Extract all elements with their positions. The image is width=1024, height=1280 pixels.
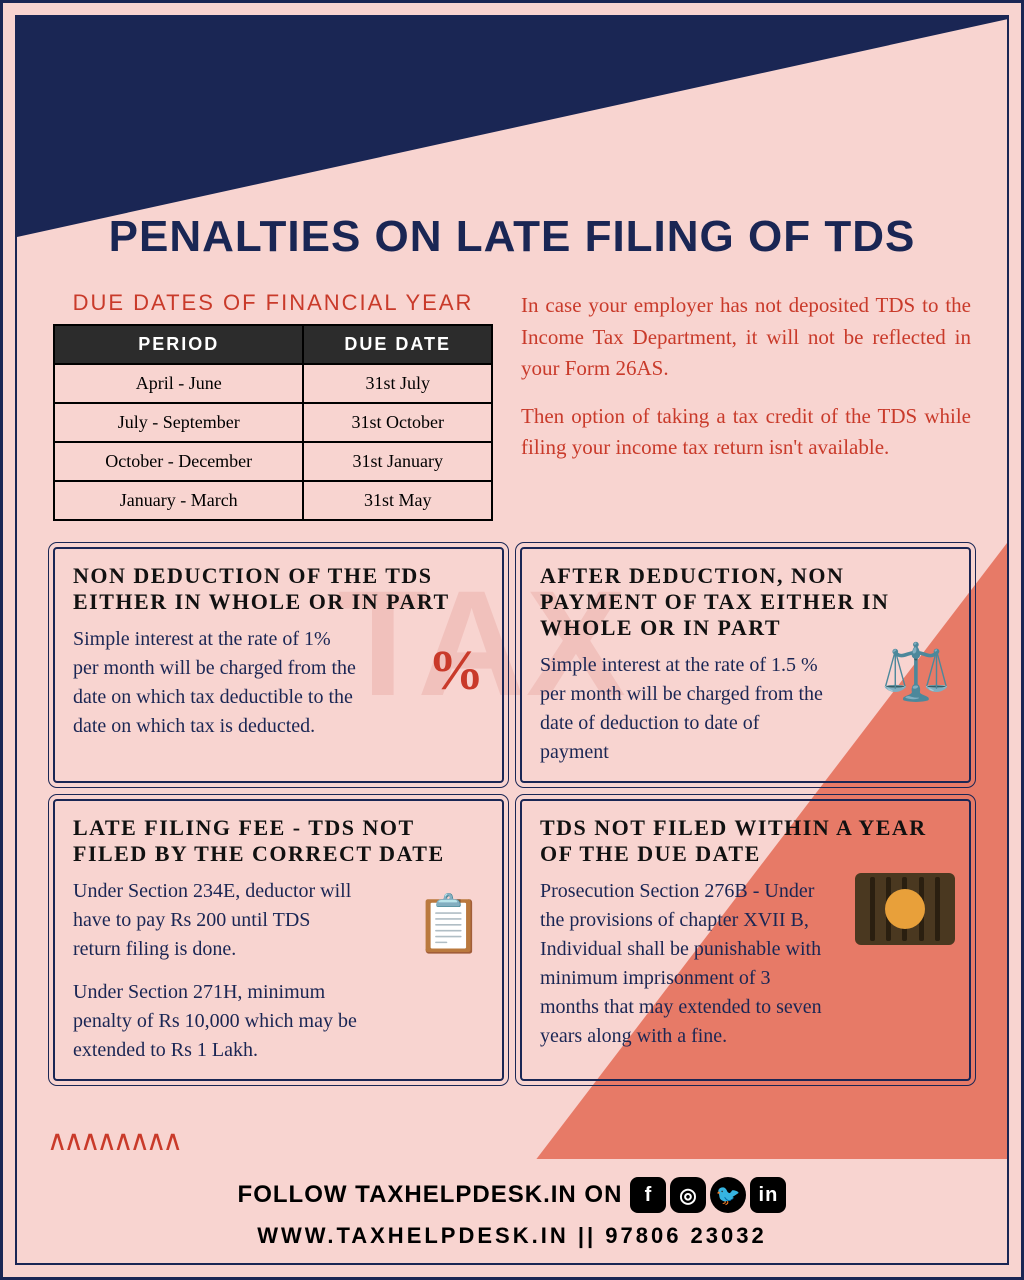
table-row: April - June31st July — [54, 364, 492, 403]
box-title: NON DEDUCTION OF THE TDS EITHER IN WHOLE… — [73, 563, 484, 615]
penalty-boxes: NON DEDUCTION OF THE TDS EITHER IN WHOLE… — [53, 547, 971, 1081]
table-row: January - March31st May — [54, 481, 492, 520]
gavel-icon: ⚖️ — [881, 639, 951, 705]
table-subtitle: DUE DATES OF FINANCIAL YEAR — [53, 290, 493, 316]
clipboard-icon: 📋 — [414, 891, 484, 957]
box-body: Prosecution Section 276B - Under the pro… — [540, 877, 828, 1051]
table-row: October - December31st January — [54, 442, 492, 481]
outer-frame: TAX PENALTIES ON LATE FILING OF TDS DUE … — [0, 0, 1024, 1280]
follow-line: FOLLOW TAXHELPDESK.IN ON f ◎ 🐦 in — [17, 1177, 1007, 1213]
top-row: DUE DATES OF FINANCIAL YEAR PERIOD DUE D… — [53, 290, 971, 521]
box-prosecution: TDS NOT FILED WITHIN A YEAR OF THE DUE D… — [520, 799, 971, 1081]
box-non-deduction: NON DEDUCTION OF THE TDS EITHER IN WHOLE… — [53, 547, 504, 783]
instagram-icon[interactable]: ◎ — [670, 1177, 706, 1213]
th-duedate: DUE DATE — [303, 325, 492, 364]
table-row: July - September31st October — [54, 403, 492, 442]
box-body: Under Section 234E, deductor will have t… — [73, 877, 361, 1065]
footer: FOLLOW TAXHELPDESK.IN ON f ◎ 🐦 in WWW.TA… — [17, 1159, 1007, 1263]
social-icons: f ◎ 🐦 in — [630, 1177, 786, 1213]
intro-text: In case your employer has not deposited … — [521, 290, 971, 521]
intro-p2: Then option of taking a tax credit of th… — [521, 401, 971, 464]
box-title: LATE FILING FEE - TDS NOT FILED BY THE C… — [73, 815, 484, 867]
due-dates-table: PERIOD DUE DATE April - June31st July Ju… — [53, 324, 493, 521]
main-title: PENALTIES ON LATE FILING OF TDS — [53, 212, 971, 262]
linkedin-icon[interactable]: in — [750, 1177, 786, 1213]
box-body: Simple interest at the rate of 1% per mo… — [73, 625, 361, 741]
box-title: TDS NOT FILED WITHIN A YEAR OF THE DUE D… — [540, 815, 951, 867]
jail-icon — [855, 873, 955, 945]
twitter-icon[interactable]: 🐦 — [710, 1177, 746, 1213]
box-title: AFTER DEDUCTION, NON PAYMENT OF TAX EITH… — [540, 563, 951, 641]
website-line: WWW.TAXHELPDESK.IN || 97806 23032 — [17, 1223, 1007, 1249]
box-body: Simple interest at the rate of 1.5 % per… — [540, 651, 828, 767]
percent-icon: % — [428, 639, 484, 703]
box-late-fee: LATE FILING FEE - TDS NOT FILED BY THE C… — [53, 799, 504, 1081]
table-section: DUE DATES OF FINANCIAL YEAR PERIOD DUE D… — [53, 290, 493, 521]
box-non-payment: AFTER DEDUCTION, NON PAYMENT OF TAX EITH… — [520, 547, 971, 783]
content-area: PENALTIES ON LATE FILING OF TDS DUE DATE… — [17, 17, 1007, 1081]
zigzag-decoration: ∧∧∧∧∧∧∧∧ — [47, 1124, 179, 1158]
facebook-icon[interactable]: f — [630, 1177, 666, 1213]
inner-frame: TAX PENALTIES ON LATE FILING OF TDS DUE … — [15, 15, 1009, 1265]
intro-p1: In case your employer has not deposited … — [521, 290, 971, 385]
th-period: PERIOD — [54, 325, 303, 364]
